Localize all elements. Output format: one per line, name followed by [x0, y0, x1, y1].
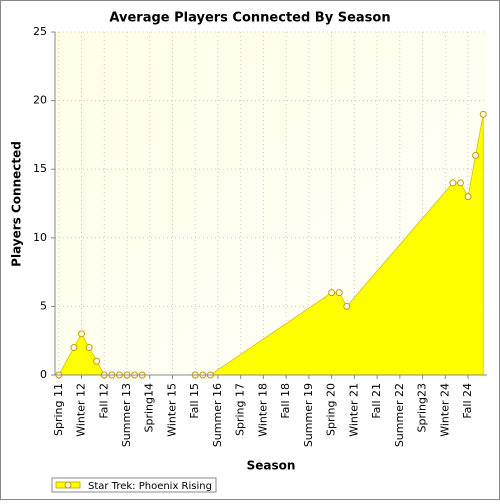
point-marker	[78, 330, 86, 338]
x-tick-label: Fall 12	[97, 383, 110, 419]
x-tick-label: Spring14	[143, 383, 156, 433]
x-tick-label: Spring 20	[325, 383, 338, 436]
x-tick-label: Spring23	[416, 383, 429, 433]
x-tick-label: Winter 12	[75, 383, 88, 437]
x-tick-label: Fall 24	[461, 383, 474, 419]
x-axis-label: Season	[247, 459, 296, 473]
x-tick-label: Winter 21	[347, 383, 360, 437]
point-marker	[449, 179, 457, 187]
x-tick-label: Winter 15	[165, 383, 178, 437]
y-tick-label: 25	[33, 25, 47, 38]
x-tick-label: Spring 17	[234, 383, 247, 436]
y-tick-label: 0	[40, 368, 47, 381]
point-marker	[472, 151, 480, 159]
legend-label: Star Trek: Phoenix Rising	[88, 481, 212, 492]
x-tick-label: Fall 15	[188, 383, 201, 419]
y-tick-label: 5	[40, 299, 47, 312]
x-tick-label: Summer 22	[393, 383, 406, 447]
point-marker	[70, 344, 78, 352]
x-tick-label: Summer 19	[302, 383, 315, 447]
point-marker	[93, 357, 101, 365]
legend-marker	[64, 481, 72, 489]
x-tick-label: Spring 11	[52, 383, 65, 436]
x-tick-label: Fall 21	[370, 383, 383, 419]
point-marker	[464, 193, 472, 201]
legend	[51, 477, 217, 493]
point-marker	[328, 289, 336, 297]
point-marker	[456, 179, 464, 187]
point-marker	[335, 289, 343, 297]
x-tick-label: Winter 24	[438, 383, 451, 437]
y-tick-label: 10	[33, 231, 47, 244]
point-marker	[85, 344, 93, 352]
x-tick-label: Winter 18	[256, 383, 269, 437]
y-axis-label: Players Connected	[10, 141, 24, 267]
point-marker	[343, 302, 351, 310]
x-tick-label: Summer 16	[211, 383, 224, 447]
chart-title: Average Players Connected By Season	[109, 11, 390, 26]
point-marker	[479, 110, 487, 118]
y-tick-label: 15	[33, 162, 47, 175]
x-tick-label: Fall 18	[279, 383, 292, 419]
x-tick-label: Summer 13	[120, 383, 133, 447]
y-tick-label: 20	[33, 94, 47, 107]
